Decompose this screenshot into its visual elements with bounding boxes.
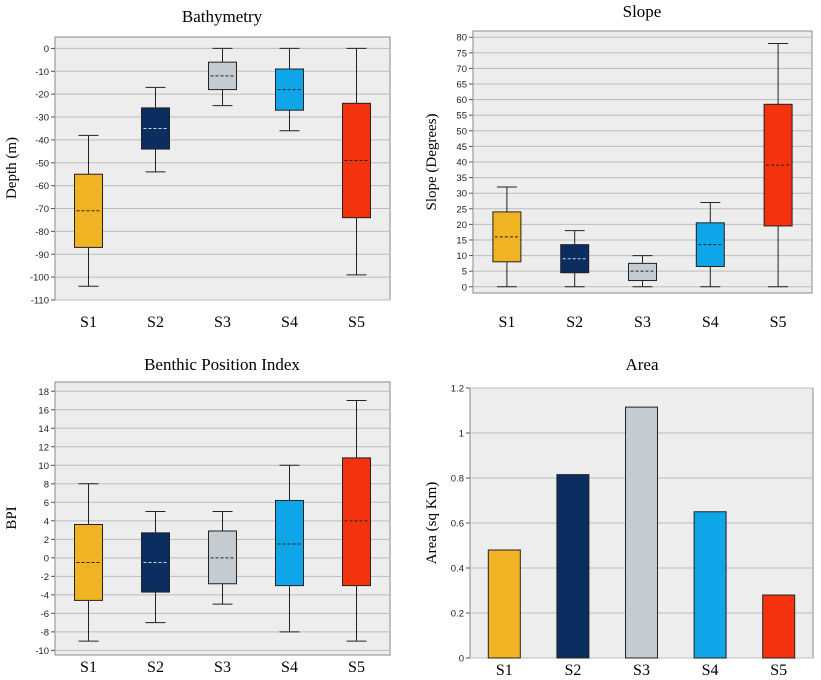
y-tick-label: 70 (456, 64, 467, 75)
y-tick-label: 45 (456, 142, 467, 153)
y-tick-label: 18 (38, 387, 49, 398)
x-category-label: S3 (214, 659, 231, 676)
y-tick-label: 10 (456, 251, 467, 262)
y-tick-label: 0.4 (451, 564, 464, 575)
y-tick-label: -70 (35, 204, 49, 215)
y-tick-label: -6 (41, 609, 49, 620)
y-tick-label: -100 (30, 273, 49, 284)
bar-s3 (625, 406, 658, 659)
y-tick-label: 0.8 (451, 474, 464, 485)
bar-s4 (693, 511, 727, 659)
panel-bpi: Benthic Position Index BPI (4, 355, 391, 656)
x-category-label: S2 (566, 314, 583, 331)
y-tick-label: -90 (35, 250, 49, 261)
y-tick-label: -80 (35, 227, 49, 238)
chart-title-area: Area (625, 355, 658, 374)
y-axis-label-slope: Slope (Degrees) (424, 113, 440, 210)
y-tick-label: 80 (456, 33, 467, 44)
y-tick-label: 40 (456, 158, 467, 169)
panel-slope: Slope Slope (Degrees) (424, 2, 813, 294)
x-category-label: S3 (633, 662, 650, 679)
box-s3 (628, 262, 657, 282)
y-tick-label: 2 (44, 535, 49, 546)
y-tick-label: 0 (44, 44, 49, 55)
y-tick-label: 60 (456, 95, 467, 106)
y-axis-label-bpi: BPI (4, 506, 20, 529)
y-tick-label: 0 (459, 654, 464, 665)
y-tick-label: -10 (35, 646, 49, 657)
y-tick-label: 35 (456, 173, 467, 184)
x-category-label: S1 (496, 662, 513, 679)
x-category-label: S4 (702, 314, 719, 331)
x-category-label: S4 (281, 659, 298, 676)
y-tick-label: 50 (456, 126, 467, 137)
y-tick-label: 0 (462, 282, 467, 293)
y-tick-label: 75 (456, 48, 467, 59)
y-tick-label: -2 (41, 572, 49, 583)
y-tick-label: -20 (35, 90, 49, 101)
y-tick-label: 25 (456, 204, 467, 215)
x-category-label: S5 (770, 314, 787, 331)
y-tick-label: -60 (35, 181, 49, 192)
x-category-label: S4 (281, 314, 298, 331)
y-tick-label: -50 (35, 158, 49, 169)
bar-s2 (556, 474, 590, 659)
y-tick-label: -8 (41, 627, 49, 638)
y-tick-label: 0.2 (451, 609, 464, 620)
x-category-label: S1 (80, 659, 97, 676)
x-category-label: S5 (348, 659, 365, 676)
x-category-label: S2 (147, 314, 164, 331)
x-category-label: S3 (634, 314, 651, 331)
y-tick-label: 55 (456, 111, 467, 122)
x-category-label: S5 (770, 662, 787, 679)
y-tick-label: 0 (44, 553, 49, 564)
y-tick-label: -10 (35, 67, 49, 78)
x-category-label: S2 (564, 662, 581, 679)
x-category-label: S5 (348, 314, 365, 331)
x-category-label: S4 (702, 662, 719, 679)
y-tick-label: 6 (44, 498, 49, 509)
y-tick-label: -30 (35, 113, 49, 124)
chart-title-bpi: Benthic Position Index (144, 355, 300, 374)
series-group-area: 0 0.2 0.4 0.6 0.8 1 1.2 S1 S2 S3 S4 S5 (451, 384, 813, 679)
y-tick-label: 15 (456, 235, 467, 246)
y-tick-label: 1 (459, 429, 464, 440)
y-tick-label: 10 (38, 461, 49, 472)
x-category-label: S1 (498, 314, 515, 331)
y-tick-label: 16 (38, 405, 49, 416)
y-tick-label: 30 (456, 189, 467, 200)
bar-s1 (487, 549, 521, 659)
panel-bathymetry: Bathymetry Depth (m) (4, 7, 391, 301)
x-category-label: S2 (147, 659, 164, 676)
series-group-bathymetry: 0 -10 -20 -30 -40 -50 -60 -70 -80 -90 -100 -110 S1 S2… (30, 44, 390, 331)
y-tick-label: -4 (41, 590, 49, 601)
x-category-label: S3 (214, 314, 231, 331)
box-s5 (342, 457, 371, 587)
y-tick-label: 65 (456, 80, 467, 91)
y-tick-label: 5 (462, 267, 467, 278)
y-tick-label: 12 (38, 442, 49, 453)
series-group-slope: 0 5 10 15 20 25 30 35 40 45 50 55 60 65 70 75 80 S1 S2 S3 S4… (456, 33, 812, 331)
box-s4 (275, 499, 304, 587)
x-category-label: S1 (80, 314, 97, 331)
y-tick-label: 1.2 (451, 384, 464, 395)
y-tick-label: 4 (44, 516, 49, 527)
y-tick-label: 14 (38, 424, 49, 435)
y-axis-label-area: Area (sq Km) (424, 482, 440, 564)
chart-title-bathymetry: Bathymetry (182, 7, 263, 26)
bar-s5 (762, 594, 796, 659)
y-tick-label: -110 (31, 296, 49, 307)
y-tick-label: 0.6 (451, 519, 464, 530)
y-tick-label: -40 (35, 135, 49, 146)
series-group-bpi: 18 16 14 12 10 8 6 4 2 0 -2 -4 -6 -8 -10 S1 S2 S3 S4 S5 (35, 387, 390, 676)
y-axis-label-bathymetry: Depth (m) (4, 137, 20, 199)
y-tick-label: 20 (456, 220, 467, 231)
y-tick-label: 8 (44, 479, 49, 490)
chart-title-slope: Slope (623, 2, 662, 21)
